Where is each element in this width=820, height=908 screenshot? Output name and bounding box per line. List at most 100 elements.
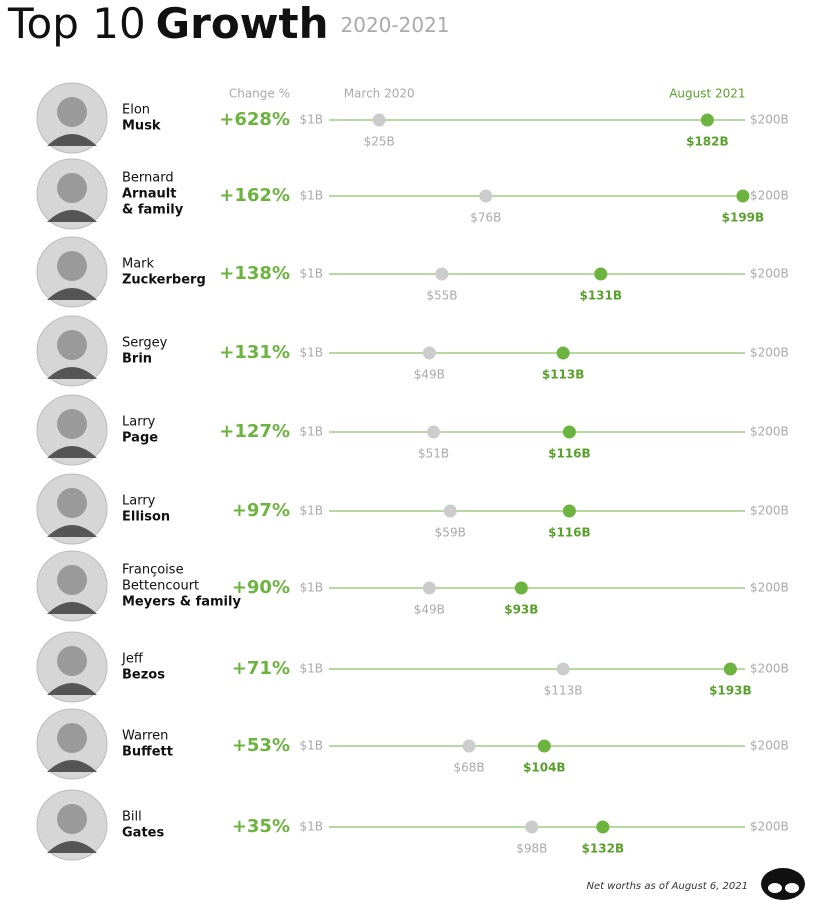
portrait-body: [47, 841, 97, 853]
portrait-body: [47, 525, 97, 537]
x-tick-label: $1B: [299, 662, 323, 676]
legend-label: August 2021: [669, 87, 745, 101]
portrait-head: [57, 804, 87, 834]
dot: [443, 504, 457, 518]
legend-label: March 2020: [344, 87, 415, 101]
value-label: $25B: [364, 135, 395, 149]
dot: [479, 189, 493, 203]
portrait-body: [47, 210, 97, 222]
person-name: Meyers & family: [122, 595, 241, 610]
value-label: $113B: [544, 684, 583, 698]
chart-title: Top 10: [7, 0, 146, 48]
x-tick-label: $1B: [299, 189, 323, 203]
dot: [700, 113, 714, 127]
portrait-body: [47, 367, 97, 379]
x-tick-label: $200B: [750, 581, 789, 595]
x-tick-label: $200B: [750, 189, 789, 203]
portrait-body: [47, 446, 97, 458]
change-label: +162%: [219, 185, 290, 206]
person-name: Françoise: [122, 563, 184, 578]
portrait-head: [57, 488, 87, 518]
person-name: Page: [122, 431, 158, 446]
person-name: Ellison: [122, 510, 170, 525]
person-name: Elon: [122, 103, 150, 118]
portrait-body: [47, 288, 97, 300]
x-tick-label: $200B: [750, 425, 789, 439]
person-name: Bettencourt: [122, 579, 199, 594]
value-label: $49B: [414, 368, 445, 382]
dot: [562, 504, 576, 518]
person-name: Zuckerberg: [122, 273, 206, 288]
person-name: Gates: [122, 826, 164, 841]
dot: [422, 581, 436, 595]
x-tick-label: $200B: [750, 346, 789, 360]
x-tick-label: $200B: [750, 113, 789, 127]
person-name: Bezos: [122, 668, 165, 683]
person-name: Jeff: [121, 652, 144, 667]
change-label: +131%: [219, 342, 290, 363]
value-label: $199B: [722, 211, 765, 225]
logo-eye: [785, 883, 799, 893]
person-name: Larry: [122, 494, 156, 509]
portrait-head: [57, 173, 87, 203]
change-label: +71%: [232, 658, 290, 679]
x-tick-label: $1B: [299, 267, 323, 281]
dot: [525, 820, 539, 834]
person-name: Bernard: [122, 171, 174, 186]
chart-title-bold: Growth: [156, 0, 329, 48]
value-label: $182B: [686, 135, 729, 149]
dot: [594, 267, 608, 281]
logo-eye: [768, 883, 782, 893]
dot: [562, 425, 576, 439]
value-label: $116B: [548, 447, 591, 461]
x-tick-label: $200B: [750, 739, 789, 753]
value-label: $193B: [709, 684, 752, 698]
portrait-head: [57, 409, 87, 439]
dot: [723, 662, 737, 676]
value-label: $104B: [523, 761, 566, 775]
portrait-body: [47, 760, 97, 772]
value-label: $116B: [548, 526, 591, 540]
value-label: $55B: [426, 289, 457, 303]
person-name: Buffett: [122, 745, 173, 760]
portrait-head: [57, 330, 87, 360]
value-label: $131B: [579, 289, 622, 303]
portrait-head: [57, 723, 87, 753]
value-label: $51B: [418, 447, 449, 461]
title-group: Top 10 Growth 2020-2021: [7, 0, 450, 48]
dot: [372, 113, 386, 127]
x-tick-label: $1B: [299, 820, 323, 834]
person-name: & family: [122, 203, 184, 218]
portrait-body: [47, 134, 97, 146]
value-label: $93B: [504, 603, 538, 617]
person-name: Arnault: [122, 187, 176, 202]
column-header: Change %: [229, 87, 290, 101]
dot: [596, 820, 610, 834]
change-label: +138%: [219, 263, 290, 284]
value-label: $49B: [414, 603, 445, 617]
x-tick-label: $1B: [299, 581, 323, 595]
value-label: $98B: [516, 842, 547, 856]
value-label: $132B: [582, 842, 625, 856]
dot: [514, 581, 528, 595]
change-label: +628%: [219, 109, 290, 130]
x-tick-label: $1B: [299, 739, 323, 753]
x-tick-label: $1B: [299, 113, 323, 127]
person-name: Sergey: [122, 336, 168, 351]
person-name: Brin: [122, 352, 152, 367]
dot: [736, 189, 750, 203]
dot: [537, 739, 551, 753]
dot: [427, 425, 441, 439]
change-label: +35%: [232, 816, 290, 837]
portrait-head: [57, 251, 87, 281]
change-label: +90%: [232, 577, 290, 598]
change-label: +53%: [232, 735, 290, 756]
x-tick-label: $200B: [750, 267, 789, 281]
dot: [462, 739, 476, 753]
value-label: $68B: [453, 761, 484, 775]
dot: [435, 267, 449, 281]
value-label: $113B: [542, 368, 585, 382]
x-tick-label: $1B: [299, 346, 323, 360]
logo-shape: [761, 868, 805, 900]
